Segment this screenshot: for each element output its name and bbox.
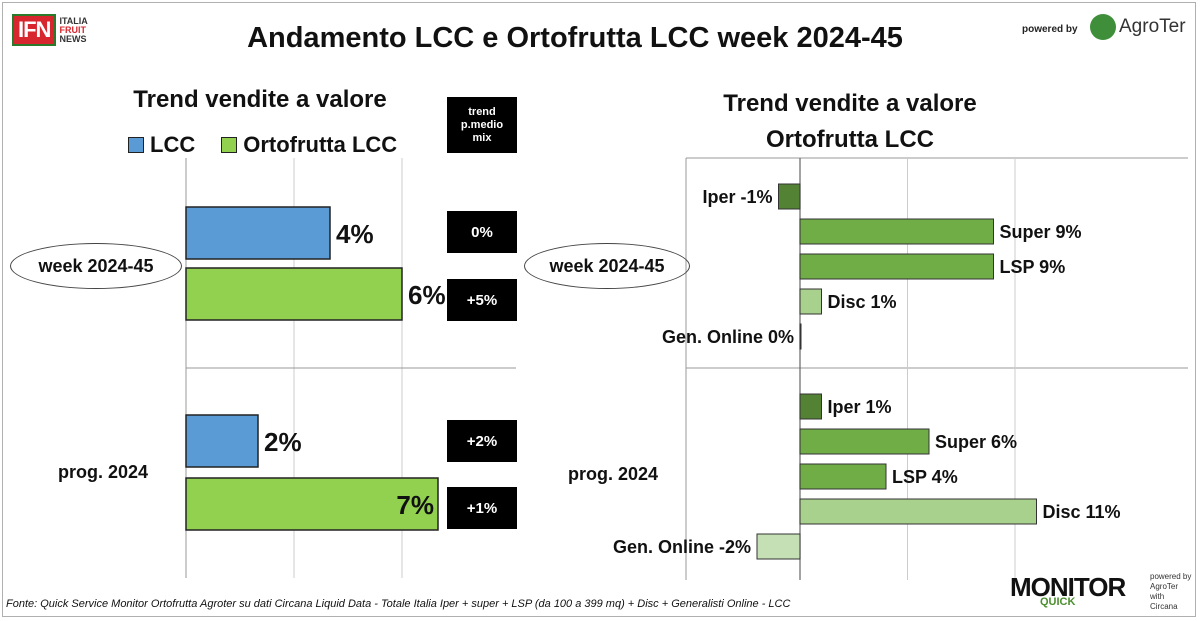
legend-swatch-lcc xyxy=(128,137,144,153)
ifn-logo-mark: IFN xyxy=(12,14,57,46)
monitor-side-line2: AgroTer xyxy=(1150,582,1179,591)
bar-disc xyxy=(799,288,822,315)
bar-lcc xyxy=(185,206,331,260)
bar-data-label: Iper -1% xyxy=(702,187,772,207)
bar-data-label: Gen. Online 0% xyxy=(662,327,794,347)
bar-data-label: Disc 11% xyxy=(1043,502,1121,522)
bar-data-label: LSP 9% xyxy=(1000,257,1066,277)
side-header-box: trend p.medio mix xyxy=(447,97,517,153)
monitor-logo-sub: QUICK xyxy=(1040,596,1076,608)
left-legend: LCC Ortofrutta LCC xyxy=(128,132,397,158)
left-category-prog: prog. 2024 xyxy=(58,462,149,482)
bar-data-label: Iper 1% xyxy=(828,397,892,417)
bar-disc xyxy=(799,498,1037,525)
bar-lsp xyxy=(799,463,887,490)
bar-data-label: 7% xyxy=(396,490,434,520)
ifn-logo: IFN ITALIA FRUIT NEWS xyxy=(12,14,88,46)
right-category-prog: prog. 2024 xyxy=(568,464,659,484)
bar-super xyxy=(799,428,930,455)
bar-data-label: 6% xyxy=(408,280,446,310)
bar-lcc xyxy=(185,414,259,468)
bar-data-label: Disc 1% xyxy=(828,292,897,312)
side-header-line2: p.medio xyxy=(460,118,504,131)
bar-data-label: 2% xyxy=(264,427,302,457)
left-category-week: week 2024-45 xyxy=(10,243,182,289)
right-chart-title-line1: Trend vendite a valore xyxy=(723,90,977,117)
legend-label-ortofrutta: Ortofrutta LCC xyxy=(243,132,398,157)
bar-ortofrutta xyxy=(185,267,403,321)
agroter-logo: AgroTer xyxy=(1090,14,1186,40)
page-title: Andamento LCC e Ortofrutta LCC week 2024… xyxy=(247,22,903,54)
ifn-logo-text: ITALIA FRUIT NEWS xyxy=(59,15,88,44)
monitor-side-text: powered by AgroTer with Circana xyxy=(1150,572,1191,612)
side-value-prog-lcc: +2% xyxy=(447,420,517,462)
bar-iper xyxy=(799,393,822,420)
monitor-side-line3: with xyxy=(1150,592,1165,601)
bar-gen-online xyxy=(799,323,802,350)
side-header-line1: trend xyxy=(468,105,496,118)
side-header-line3: mix xyxy=(472,131,492,144)
legend-label-lcc: LCC xyxy=(150,132,196,157)
bar-data-label: LSP 4% xyxy=(892,467,958,487)
bar-iper xyxy=(778,183,801,210)
legend-swatch-ortofrutta xyxy=(221,137,238,153)
side-value-week-ortofrutta: +5% xyxy=(447,279,517,321)
right-chart-title-line2: Ortofrutta LCC xyxy=(766,126,934,153)
tree-icon xyxy=(1090,14,1116,40)
side-value-week-lcc: 0% xyxy=(447,211,517,253)
left-chart-title: Trend vendite a valore xyxy=(133,86,387,113)
side-value-prog-ortofrutta: +1% xyxy=(447,487,517,529)
ifn-logo-line2: FRUIT xyxy=(59,24,86,35)
bar-data-label: Gen. Online -2% xyxy=(613,537,751,557)
monitor-logo: MONITOR xyxy=(1010,572,1126,602)
ifn-logo-line3: NEWS xyxy=(59,33,87,44)
monitor-side-line1: powered by xyxy=(1150,572,1192,581)
right-category-week: week 2024-45 xyxy=(524,243,690,289)
bar-super xyxy=(799,218,994,245)
bar-lsp xyxy=(799,253,994,280)
bar-gen-online xyxy=(756,533,801,560)
powered-by-label: powered by xyxy=(1022,24,1078,35)
source-footnote: Fonte: Quick Service Monitor Ortofrutta … xyxy=(6,598,791,610)
monitor-side-line4: Circana xyxy=(1150,602,1178,611)
bar-ortofrutta xyxy=(185,477,439,531)
ifn-logo-line1: ITALIA xyxy=(59,15,88,26)
right-chart-title: Trend vendite a valore Ortofrutta LCC xyxy=(650,86,1050,158)
agroter-logo-text: AgroTer xyxy=(1119,16,1186,37)
bar-data-label: Super 9% xyxy=(1000,222,1082,242)
bar-data-label: 4% xyxy=(336,219,374,249)
bar-data-label: Super 6% xyxy=(935,432,1017,452)
